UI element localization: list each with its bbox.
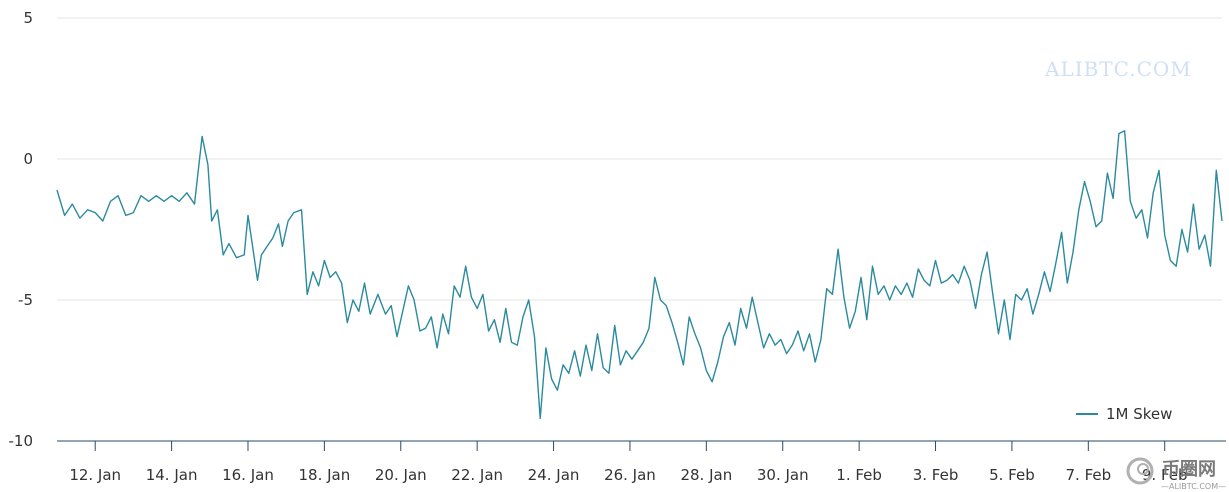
grid-lines: [57, 17, 1222, 301]
x-tick-label: 12. Jan: [69, 466, 121, 484]
x-tick-label: 24. Jan: [528, 466, 580, 484]
y-axis: 5 0 -5 -10: [9, 9, 34, 450]
x-tick-label: 1. Feb: [836, 466, 882, 484]
brand-logo: 币圈网 —ALIBTC.COM—: [1126, 457, 1226, 491]
y-tick-label: 0: [23, 150, 33, 168]
x-tick-label: 5. Feb: [989, 466, 1035, 484]
series-layer: [56, 130, 1223, 420]
y-tick-label: -5: [18, 291, 33, 309]
x-tick-label: 20. Jan: [375, 466, 427, 484]
y-tick-label: -10: [9, 432, 34, 450]
spiral-logo-icon: [1126, 457, 1154, 485]
x-tick-label: 16. Jan: [222, 466, 274, 484]
x-tick-label: 3. Feb: [913, 466, 959, 484]
logo-text-sub: —ALIBTC.COM—: [1161, 482, 1226, 491]
series-line-1m-skew[interactable]: [56, 130, 1223, 420]
x-tick-label: 22. Jan: [451, 466, 503, 484]
legend-label-1m-skew[interactable]: 1M Skew: [1106, 405, 1172, 423]
x-tick-label: 28. Jan: [680, 466, 732, 484]
x-tick-label: 14. Jan: [146, 466, 198, 484]
x-tick-label: 7. Feb: [1065, 466, 1111, 484]
watermark-text: ALIBTC.COM: [1044, 57, 1192, 81]
x-axis: 12. Jan 14. Jan 16. Jan 18. Jan 20. Jan 22. J…: [57, 440, 1226, 484]
x-tick-label: 30. Jan: [757, 466, 809, 484]
logo-text-cn: 币圈网: [1162, 459, 1216, 480]
x-tick-label: 18. Jan: [299, 466, 351, 484]
y-tick-label: 5: [23, 9, 33, 27]
legend[interactable]: 1M Skew: [1076, 405, 1172, 423]
x-tick-label: 26. Jan: [604, 466, 656, 484]
